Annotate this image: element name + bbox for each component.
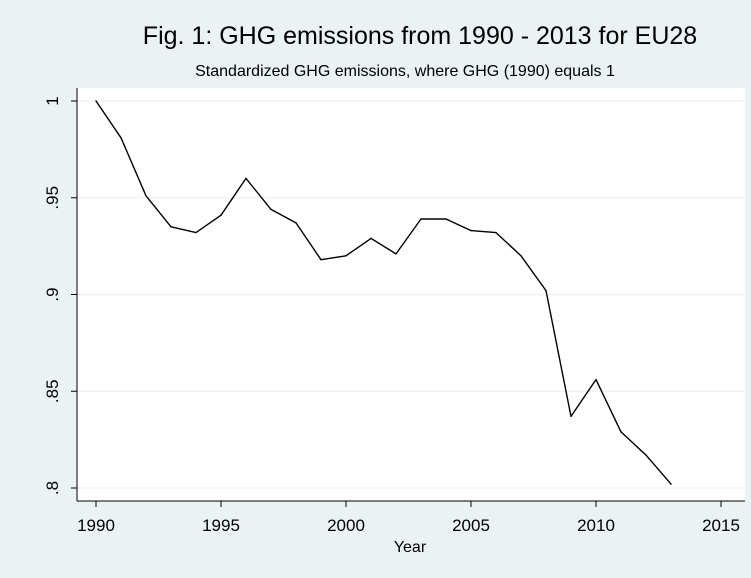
data-point-0-2 bbox=[145, 195, 147, 197]
data-point-0-9 bbox=[320, 258, 322, 261]
data-point-0-14 bbox=[445, 218, 447, 220]
series-line-0 bbox=[95, 100, 672, 485]
data-point-0-23 bbox=[670, 483, 672, 485]
data-point-0-5 bbox=[220, 214, 222, 216]
x-tick-label-2: 2000 bbox=[327, 516, 365, 535]
data-point-0-16 bbox=[495, 231, 497, 234]
data-point-0-15 bbox=[470, 229, 472, 232]
x-axis-title: Year bbox=[394, 539, 427, 556]
data-point-0-10 bbox=[345, 255, 347, 257]
y-tick-label-2: .9 bbox=[43, 287, 62, 301]
x-tick-label-5: 2015 bbox=[702, 516, 740, 535]
y-tick-label-4: 1 bbox=[43, 96, 62, 105]
x-tick-label-0: 1990 bbox=[77, 516, 115, 535]
y-tick-label-0: .8 bbox=[43, 481, 62, 495]
data-point-0-4 bbox=[195, 231, 197, 234]
chart-title: Fig. 1: GHG emissions from 1990 - 2013 f… bbox=[142, 22, 698, 50]
data-point-0-1 bbox=[120, 137, 122, 139]
chart-subtitle: Standardized GHG emissions, where GHG (1… bbox=[195, 63, 615, 80]
x-tick-label-1: 1995 bbox=[202, 516, 240, 535]
data-point-0-12 bbox=[395, 253, 397, 255]
data-point-0-11 bbox=[370, 237, 372, 240]
y-tick-label-1: .85 bbox=[43, 379, 62, 403]
data-point-0-18 bbox=[545, 289, 547, 292]
data-point-0-19 bbox=[570, 415, 572, 418]
data-point-0-7 bbox=[270, 208, 272, 211]
data-point-0-13 bbox=[420, 218, 422, 220]
data-point-0-0 bbox=[95, 100, 97, 102]
data-point-0-17 bbox=[520, 255, 522, 257]
y-tick-label-3: .95 bbox=[43, 186, 62, 210]
data-point-0-3 bbox=[170, 226, 172, 228]
x-tick-label-3: 2005 bbox=[452, 516, 490, 535]
x-tick-label-4: 2010 bbox=[577, 516, 615, 535]
data-point-0-6 bbox=[245, 177, 247, 180]
data-point-0-20 bbox=[595, 378, 597, 381]
data-point-0-22 bbox=[645, 454, 647, 456]
data-point-0-21 bbox=[620, 431, 622, 433]
data-point-0-8 bbox=[295, 222, 297, 224]
